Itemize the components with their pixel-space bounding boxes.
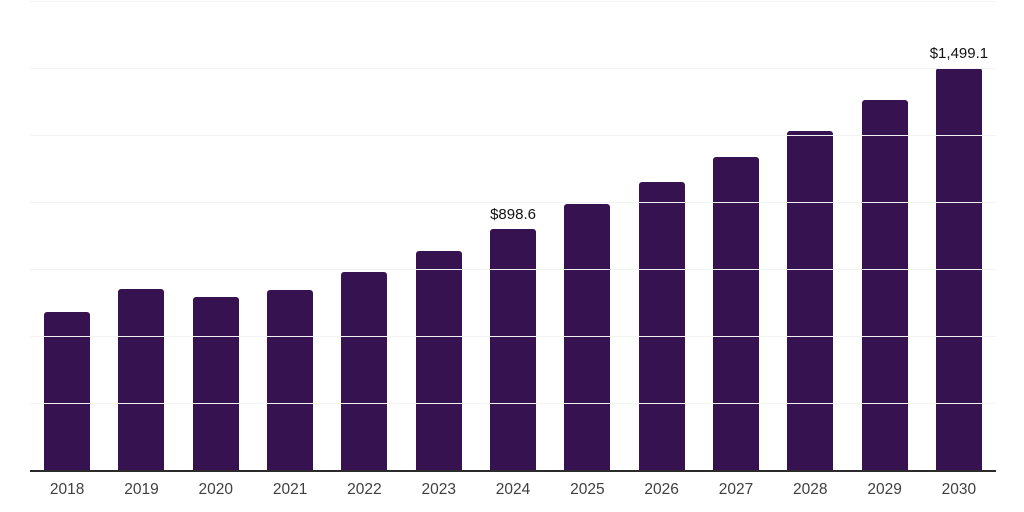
x-tick-label-2029: 2029 bbox=[867, 481, 902, 498]
x-axis-labels: 2018 2019 2020 2021 2022 2023 2024 2025 2026 2027… bbox=[30, 481, 996, 499]
gridline bbox=[30, 269, 996, 270]
x-tick-label-2027: 2027 bbox=[718, 481, 754, 498]
gridline bbox=[30, 68, 996, 69]
x-tick-label-2023: 2023 bbox=[421, 481, 456, 498]
gridline bbox=[30, 135, 996, 136]
bar-slot bbox=[402, 1, 476, 470]
x-tick-label-2030: 2030 bbox=[941, 481, 977, 498]
bar-value-label-2030: $1,499.1 bbox=[929, 45, 989, 63]
bar-slot bbox=[30, 1, 104, 470]
x-tick-label-2025: 2025 bbox=[570, 481, 605, 498]
bar-2021 bbox=[267, 289, 314, 470]
gridline bbox=[30, 202, 996, 203]
plot-area: $898.6 $1,499.1 bbox=[30, 1, 996, 472]
bar-slot: $898.6 bbox=[476, 1, 550, 470]
bar-slot: $1,499.1 bbox=[922, 1, 996, 470]
bar-2024 bbox=[490, 229, 537, 470]
x-tick-label-2020: 2020 bbox=[198, 481, 234, 498]
bar-2020 bbox=[192, 296, 239, 470]
x-tick-label-2022: 2022 bbox=[347, 481, 382, 498]
bar-2019 bbox=[118, 288, 165, 470]
bar-slot bbox=[699, 1, 773, 470]
bar-value-label-2024: $898.6 bbox=[490, 206, 536, 224]
bar-2018 bbox=[44, 312, 91, 470]
x-tick-label-2026: 2026 bbox=[644, 481, 679, 498]
bar-2022 bbox=[341, 272, 388, 470]
bar-slot bbox=[773, 1, 847, 470]
gridline bbox=[30, 336, 996, 337]
gridline bbox=[30, 1, 996, 2]
bar-2028 bbox=[787, 130, 834, 470]
bar-slot bbox=[253, 1, 327, 470]
gridline bbox=[30, 403, 996, 404]
bar-slot bbox=[847, 1, 921, 470]
x-tick-label-2019: 2019 bbox=[124, 481, 159, 498]
bar-2026 bbox=[638, 181, 685, 470]
x-tick-label-2021: 2021 bbox=[272, 481, 308, 498]
bar-slot bbox=[104, 1, 178, 470]
x-tick-label-2024: 2024 bbox=[495, 481, 531, 498]
bars-container: $898.6 $1,499.1 bbox=[30, 1, 996, 470]
bar-2027 bbox=[712, 156, 759, 470]
bar-slot bbox=[179, 1, 253, 470]
bar-slot bbox=[327, 1, 401, 470]
x-tick-label-2018: 2018 bbox=[49, 481, 85, 498]
x-tick-label-2028: 2028 bbox=[793, 481, 828, 498]
bar-slot bbox=[550, 1, 624, 470]
bar-slot bbox=[625, 1, 699, 470]
bar-2029 bbox=[861, 100, 908, 470]
bar-2023 bbox=[415, 251, 462, 470]
bar-2025 bbox=[564, 204, 611, 470]
